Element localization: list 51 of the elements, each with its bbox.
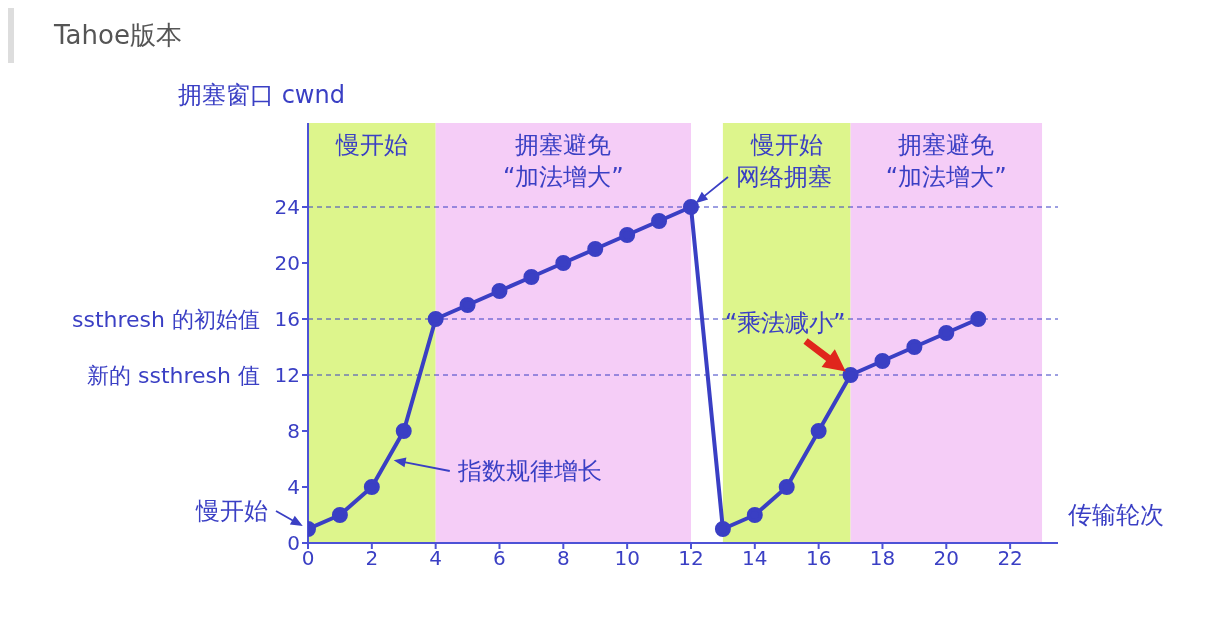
point — [523, 269, 540, 285]
y-tick-label: 8 — [287, 419, 300, 444]
x-tick-label: 16 — [805, 546, 832, 571]
x-tick-label: 14 — [742, 546, 768, 571]
point — [938, 325, 955, 341]
point — [842, 367, 859, 383]
x-tick-label: 6 — [493, 546, 506, 571]
ref-line-label: ssthresh 的初始值 — [72, 306, 260, 332]
point — [331, 507, 348, 523]
x-tick-label: 22 — [997, 546, 1023, 571]
x-tick-label: 8 — [556, 546, 570, 571]
point — [363, 479, 380, 495]
x-tick-label: 10 — [614, 546, 640, 571]
point — [810, 423, 827, 439]
point — [682, 199, 699, 215]
point — [619, 227, 636, 243]
band-label: 慢开始 — [749, 131, 823, 159]
point — [970, 311, 987, 327]
point — [906, 339, 923, 355]
band-label: 慢开始 — [334, 131, 408, 159]
point — [714, 521, 731, 537]
chart-title: Tahoe版本 — [8, 8, 1208, 63]
point — [427, 311, 444, 327]
x-tick-label: 4 — [429, 546, 443, 571]
x-tick-label: 12 — [678, 546, 704, 571]
x-tick-label: 2 — [365, 546, 379, 571]
x-axis-title: 传输轮次 — [1068, 501, 1164, 529]
point — [746, 507, 763, 523]
band-label: 拥塞避免 “加法增大” — [885, 131, 1007, 191]
y-tick-label: 12 — [274, 363, 300, 388]
y-tick-label: 24 — [274, 195, 300, 220]
y-tick-label: 4 — [287, 475, 300, 500]
y-tick-label: 20 — [274, 251, 300, 276]
annotation: “乘法减小” — [724, 309, 846, 337]
point — [459, 297, 476, 313]
annotation: 网络拥塞 — [735, 163, 832, 191]
band-label: 拥塞避免 “加法增大” — [502, 131, 624, 191]
y-tick-label: 16 — [274, 307, 300, 332]
point — [651, 213, 668, 229]
point — [491, 283, 508, 299]
x-tick-label: 18 — [869, 546, 896, 571]
annotation: 慢开始 — [195, 497, 268, 525]
annotation: 指数规律增长 — [456, 457, 602, 485]
ref-line-label: 新的 ssthresh 值 — [87, 362, 260, 388]
point — [395, 423, 412, 439]
point — [555, 255, 572, 271]
y-axis-title: 拥塞窗口 cwnd — [178, 81, 345, 109]
point — [587, 241, 604, 257]
x-tick-label: 20 — [933, 546, 960, 571]
point — [874, 353, 891, 369]
point — [778, 479, 795, 495]
